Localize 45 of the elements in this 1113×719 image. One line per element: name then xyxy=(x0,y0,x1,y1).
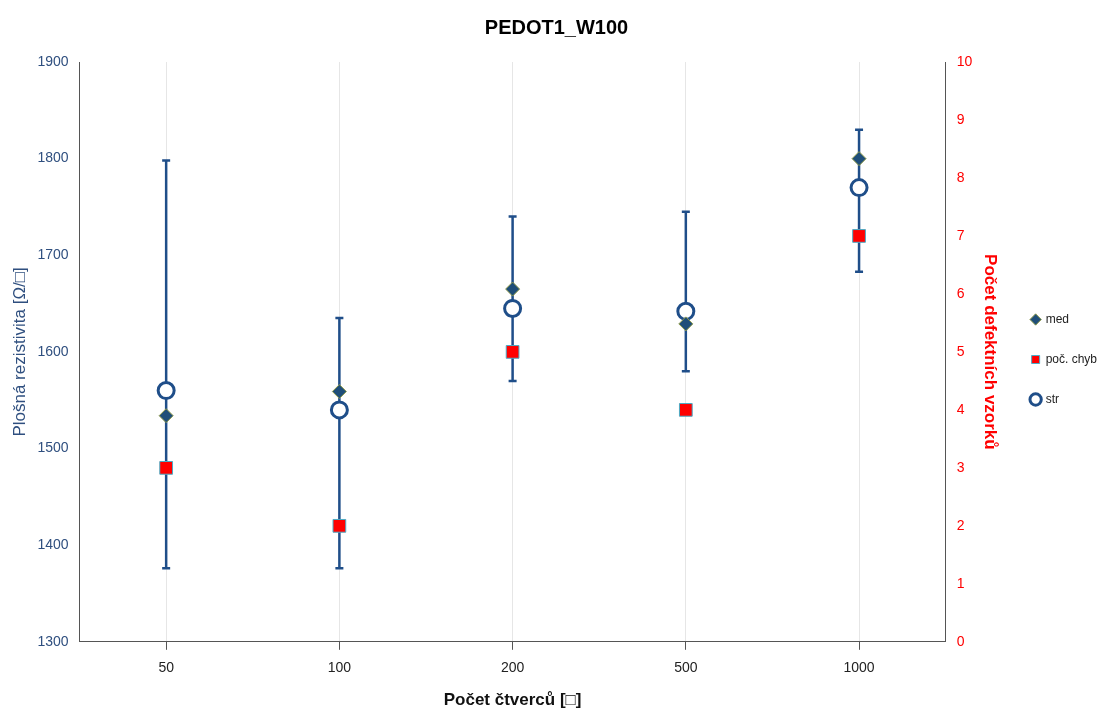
y2-tick-label: 4 xyxy=(956,400,965,417)
x-tick-label: 50 xyxy=(158,659,175,676)
point xyxy=(503,298,523,318)
y2-tick-label: 5 xyxy=(956,342,965,359)
point xyxy=(851,151,867,167)
point xyxy=(159,461,174,475)
y2-tick-label: 10 xyxy=(956,52,973,69)
point xyxy=(678,316,694,332)
legend-label: str xyxy=(1045,391,1059,406)
point xyxy=(329,400,349,420)
point xyxy=(505,345,520,359)
x-tick-label: 200 xyxy=(500,659,525,676)
y2-axis-title: Počet defektních vzorků xyxy=(980,254,1000,450)
y-tick-label: 1800 xyxy=(37,149,69,166)
y2-tick-label: 1 xyxy=(956,574,965,591)
x-tick-label: 500 xyxy=(674,659,698,676)
x-axis-title: Počet čtverců [□] xyxy=(443,690,582,710)
y2-tick-label: 3 xyxy=(956,458,965,475)
y-axis-title: Plošná rezistivita [Ω/□] xyxy=(9,267,29,437)
y-tick-label: 1300 xyxy=(37,632,69,649)
legend-label: med xyxy=(1045,311,1069,326)
point xyxy=(505,281,521,297)
point xyxy=(332,518,347,533)
point xyxy=(852,229,866,243)
y2-tick-label: 8 xyxy=(956,168,965,185)
legend-label: poč. chyb xyxy=(1045,351,1098,366)
y2-tick-label: 0 xyxy=(956,632,965,649)
point xyxy=(156,381,176,401)
point xyxy=(678,403,693,417)
y-tick-label: 1600 xyxy=(37,342,69,359)
chart-title: PEDOT1_W100 xyxy=(484,15,629,38)
x-tick-label: 1000 xyxy=(843,659,875,676)
point xyxy=(676,301,696,321)
point xyxy=(331,384,347,400)
point xyxy=(158,408,174,424)
y-tick-label: 1500 xyxy=(37,439,69,456)
x-tick-label: 100 xyxy=(327,659,352,676)
y-tick-label: 1400 xyxy=(37,536,69,553)
y2-tick-label: 2 xyxy=(956,516,965,533)
y2-tick-label: 7 xyxy=(956,226,965,243)
point xyxy=(849,178,869,198)
y2-tick-label: 6 xyxy=(956,284,965,301)
y-tick-label: 1900 xyxy=(37,52,69,69)
y-tick-label: 1700 xyxy=(37,246,69,263)
y2-tick-label: 9 xyxy=(956,110,965,127)
